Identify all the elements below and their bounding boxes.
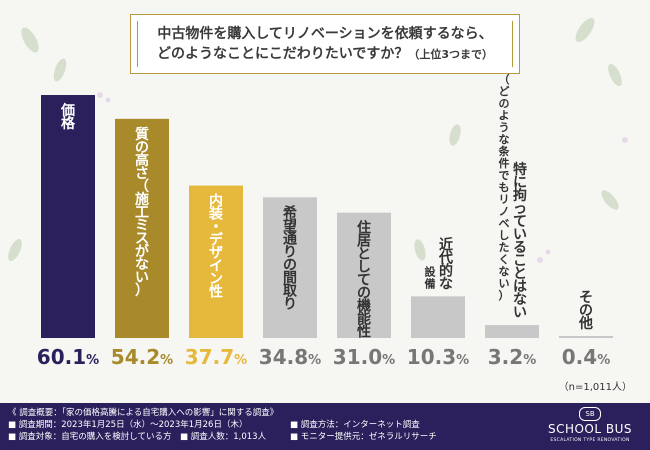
bar-7 (485, 325, 539, 338)
value-label-5: 31.0% (333, 345, 395, 369)
sample-size-note: （n=1,011人） (558, 382, 632, 393)
chart-title-line2: どのようなことにこだわりたいですか？ (157, 46, 409, 62)
bar-5 (337, 212, 391, 338)
category-label-2: 質の高さ（施工ミスがない） (135, 126, 150, 299)
bar-2 (115, 118, 169, 338)
chart-title-line1: 中古物件を購入してリノベーションを依頼するなら、 (157, 26, 493, 42)
survey-period: ■ 調査期間：2023年1月25日（水）〜2023年1月26日（木） (8, 420, 248, 430)
bar-3 (189, 185, 243, 338)
category-label-7-line1: 特に拘っていることはない (513, 161, 527, 321)
bar-chart: 価格 60.1% 質の高さ（施工ミスがない） 54.2% 内装・デザイン性 37.7% 希望… (37, 73, 613, 369)
value-label-2: 54.2% (111, 345, 173, 369)
survey-heading: 《 調査概要：「家の価格高騰による自宅購入への影響」に関する調査》 (8, 408, 279, 418)
value-label-4: 34.8% (259, 345, 321, 369)
survey-footer: 《 調査概要：「家の価格高騰による自宅購入への影響」に関する調査》 ■ 調査期間… (0, 403, 650, 450)
chart-title-note: （上位3つまで） (408, 48, 493, 61)
survey-count: ■ 調査人数：1,013人 (180, 432, 267, 442)
bar-4 (263, 197, 317, 338)
bar-6 (411, 296, 465, 338)
category-label-6-line1: 近代的な (438, 236, 453, 292)
logo-tagline: ESCALATION TYPE RENOVATION (550, 438, 630, 443)
category-label-8: その他 (578, 290, 593, 332)
value-label-6: 10.3% (407, 345, 469, 369)
value-label-7: 3.2% (488, 345, 536, 369)
survey-provider: ■ モニター提供元：ゼネラルリサーチ (290, 432, 437, 442)
value-label-1: 60.1% (37, 345, 99, 369)
category-label-1: 価格 (60, 102, 76, 132)
category-label-3: 内装・デザイン性 (208, 193, 224, 301)
survey-target: ■ 調査対象：自宅の購入を検討している方 (8, 432, 172, 442)
category-label-7-line2: （どのような条件でもリノベしたくない） (498, 73, 511, 302)
value-label-8: 0.4% (562, 345, 610, 369)
bar-8 (559, 336, 613, 338)
school-bus-logo: SB SCHOOL BUS ESCALATION TYPE RENOVATION (542, 407, 638, 447)
category-label-6-line2: 設備 (425, 264, 437, 290)
category-label-4: 希望通りの間取り (283, 204, 298, 312)
background-leaves (8, 18, 628, 263)
value-label-3: 37.7% (185, 345, 247, 369)
title-box-left-rule (137, 21, 138, 67)
chart-title-box: 中古物件を購入してリノベーションを依頼するなら、 どのようなことにこだわりたいで… (130, 14, 520, 74)
logo-badge: SB (579, 407, 601, 421)
bar-1 (41, 95, 95, 338)
survey-method: ■ 調査方法：インターネット調査 (290, 420, 420, 430)
category-label-5: 住居としての機能性 (357, 220, 371, 341)
logo-name: SCHOOL BUS (547, 422, 633, 436)
title-box-right-rule (512, 21, 513, 67)
